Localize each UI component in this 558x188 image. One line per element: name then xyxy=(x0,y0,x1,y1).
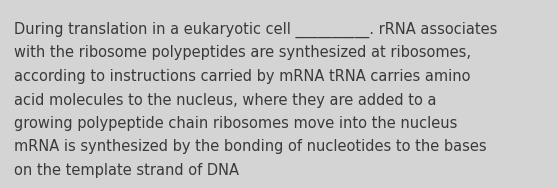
Text: During translation in a eukaryotic cell __________. rRNA associates: During translation in a eukaryotic cell … xyxy=(14,22,497,38)
Text: on the template strand of DNA: on the template strand of DNA xyxy=(14,163,239,178)
Text: mRNA is synthesized by the bonding of nucleotides to the bases: mRNA is synthesized by the bonding of nu… xyxy=(14,139,487,155)
Text: according to instructions carried by mRNA tRNA carries amino: according to instructions carried by mRN… xyxy=(14,69,470,84)
Text: with the ribosome polypeptides are synthesized at ribosomes,: with the ribosome polypeptides are synth… xyxy=(14,45,471,61)
Text: acid molecules to the nucleus, where they are added to a: acid molecules to the nucleus, where the… xyxy=(14,92,436,108)
Text: growing polypeptide chain ribosomes move into the nucleus: growing polypeptide chain ribosomes move… xyxy=(14,116,458,131)
